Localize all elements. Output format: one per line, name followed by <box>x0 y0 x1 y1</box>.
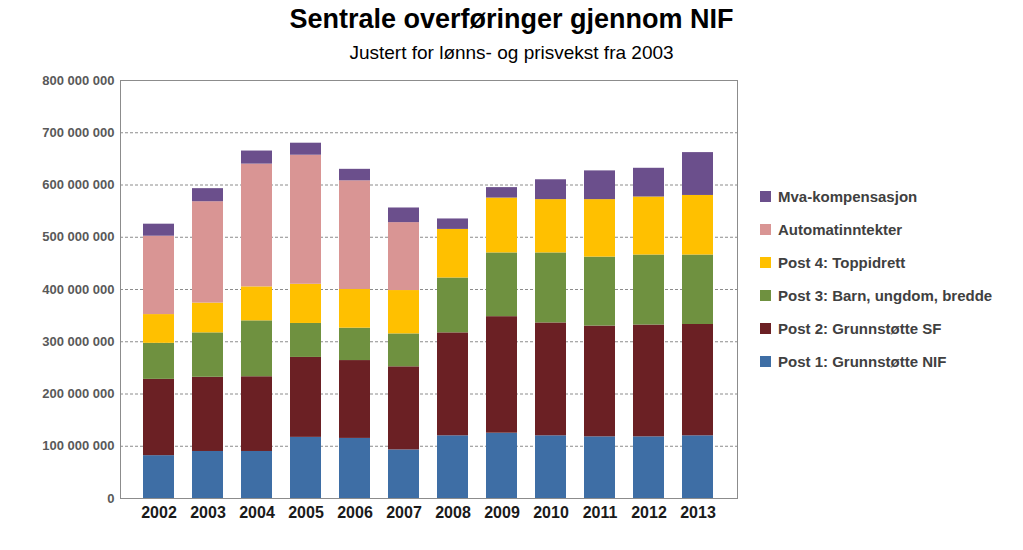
svg-text:400 000 000: 400 000 000 <box>42 282 114 297</box>
html-text:Justert for lønns- og prisveks: Justert for lønns- og prisvekst fra 2003 <box>349 42 674 63</box>
html-text:Mva-kompensasjon: Mva-kompensasjon <box>778 188 918 205</box>
svg-text:500 000 000: 500 000 000 <box>42 229 114 244</box>
html-text:Automatinntekter: Automatinntekter <box>778 221 903 238</box>
svg-text:2012: 2012 <box>631 504 667 521</box>
html-text:Post 3: Barn, ungdom, bredde: Post 3: Barn, ungdom, bredde <box>778 287 993 304</box>
svg-text:600 000 000: 600 000 000 <box>42 177 114 192</box>
svg-text:2007: 2007 <box>386 504 422 521</box>
html-text:Sentrale overføringer gjennom: Sentrale overføringer gjennom NIF <box>289 4 734 34</box>
svg-text:2003: 2003 <box>190 504 226 521</box>
svg-text:200 000 000: 200 000 000 <box>42 386 114 401</box>
svg-text:2002: 2002 <box>141 504 177 521</box>
svg-text:2011: 2011 <box>583 504 618 521</box>
svg-text:2009: 2009 <box>484 504 520 521</box>
svg-text:2008: 2008 <box>435 504 471 521</box>
svg-text:0: 0 <box>107 491 114 506</box>
svg-text:2013: 2013 <box>680 504 716 521</box>
html-text:Post 4: Toppidrett: Post 4: Toppidrett <box>778 254 906 271</box>
svg-text:700 000 000: 700 000 000 <box>42 125 114 140</box>
html-text:Post 2: Grunnstøtte SF: Post 2: Grunnstøtte SF <box>778 320 942 337</box>
svg-text:100 000 000: 100 000 000 <box>42 438 114 453</box>
svg-text:300 000 000: 300 000 000 <box>42 334 114 349</box>
html-text:Post 1: Grunnstøtte NIF: Post 1: Grunnstøtte NIF <box>778 353 947 370</box>
svg-text:2010: 2010 <box>533 504 569 521</box>
svg-text:2004: 2004 <box>239 504 275 521</box>
svg-text:2005: 2005 <box>288 504 324 521</box>
svg-text:2006: 2006 <box>337 504 373 521</box>
svg-text:800 000 000: 800 000 000 <box>42 73 114 88</box>
